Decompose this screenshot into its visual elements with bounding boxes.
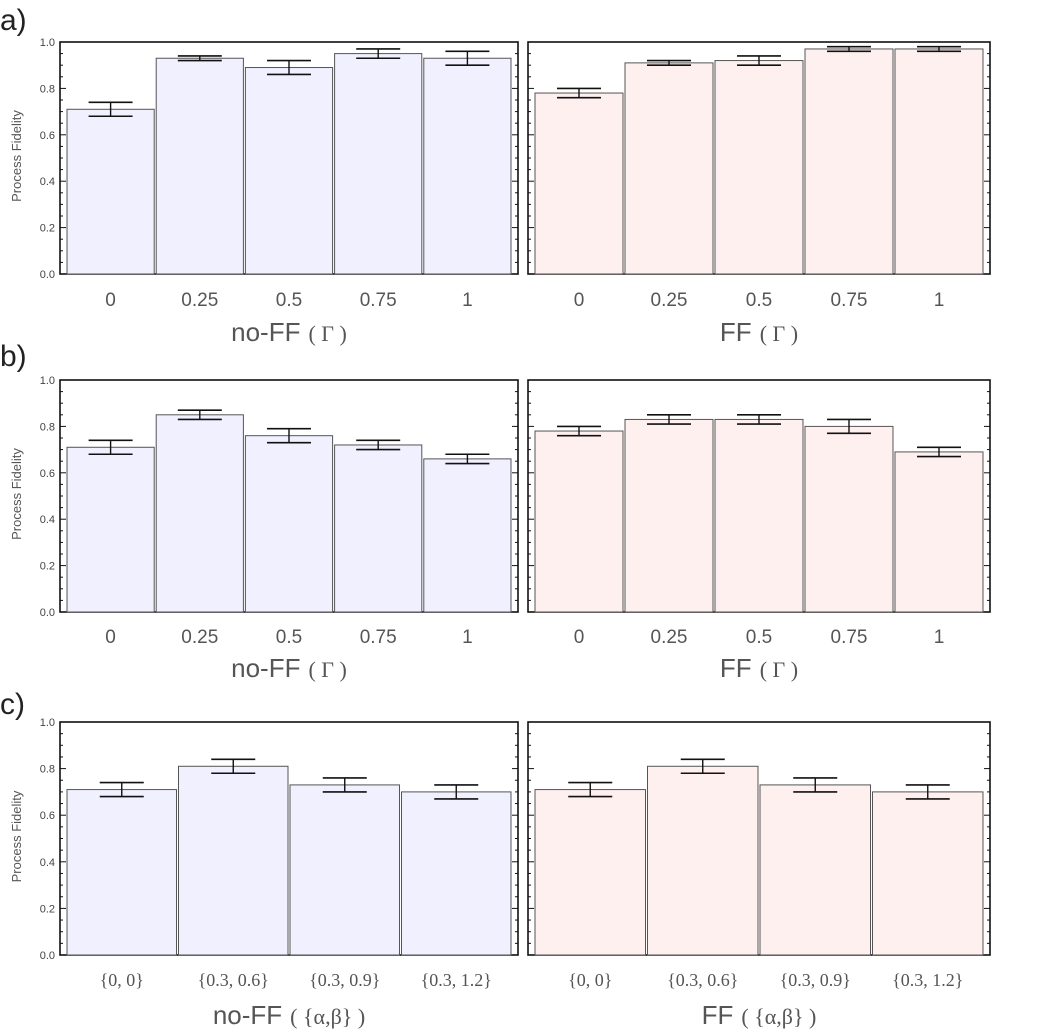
x-tick-label: {0.3, 0.6} xyxy=(198,970,269,990)
bar xyxy=(155,414,244,613)
bar xyxy=(155,57,244,275)
bar xyxy=(66,789,177,956)
x-tick-label: {0.3, 1.2} xyxy=(892,970,963,990)
y-tick-label: 0.4 xyxy=(40,857,55,869)
x-tick-label: 0.75 xyxy=(360,290,397,311)
y-tick-label: 0.6 xyxy=(40,810,55,822)
x-tick-label: {0.3, 1.2} xyxy=(421,970,492,990)
x-axis-title: no-FF ( Γ ) xyxy=(231,317,347,347)
x-tick-label: 0.25 xyxy=(181,290,218,311)
x-axis-title: FF ( Γ ) xyxy=(720,653,798,683)
x-axis-title: no-FF ( {α,β} ) xyxy=(213,1000,365,1030)
bar xyxy=(244,67,334,275)
x-tick-label: 0 xyxy=(574,627,585,648)
bar xyxy=(401,791,512,956)
bar xyxy=(66,446,155,613)
bar xyxy=(334,444,423,613)
y-tick-label: 0.4 xyxy=(40,176,55,188)
x-tick-label: 0.25 xyxy=(651,627,688,648)
x-tick-label: {0, 0} xyxy=(568,970,612,990)
bar xyxy=(714,60,804,275)
panel-label: c) xyxy=(0,688,25,721)
x-tick-label: {0.3, 0.6} xyxy=(667,970,738,990)
x-tick-label: 1 xyxy=(462,627,473,648)
y-tick-label: 0.2 xyxy=(40,561,55,573)
x-axis-title: no-FF ( Γ ) xyxy=(231,653,347,683)
x-tick-label: 0.5 xyxy=(276,627,302,648)
bar xyxy=(872,791,984,956)
bar xyxy=(178,765,289,956)
bar xyxy=(289,784,400,956)
y-tick-label: 0.0 xyxy=(40,269,55,281)
x-axis-title-condition: FF xyxy=(720,317,752,347)
x-tick-label: 1 xyxy=(934,627,945,648)
x-axis-title: FF ( {α,β} ) xyxy=(702,1000,817,1030)
x-axis-title-parameter: ( Γ ) xyxy=(760,321,798,346)
bar xyxy=(534,789,646,956)
y-axis-label: Process Fidelity xyxy=(9,448,24,540)
bar xyxy=(423,57,512,275)
x-tick-label: 0.5 xyxy=(746,290,772,311)
bar xyxy=(534,430,624,613)
x-axis-title-parameter: ( {α,β} ) xyxy=(741,1004,816,1029)
x-tick-label: {0, 0} xyxy=(100,970,144,990)
bar xyxy=(624,62,714,275)
x-tick-label: 0 xyxy=(105,627,116,648)
y-tick-label: 0.0 xyxy=(40,950,55,962)
x-tick-label: 0 xyxy=(574,290,585,311)
x-tick-label: {0.3, 0.9} xyxy=(780,970,851,990)
x-tick-label: 0.25 xyxy=(181,627,218,648)
y-tick-label: 1.0 xyxy=(40,717,55,729)
x-axis-title-parameter: ( {α,β} ) xyxy=(290,1004,365,1029)
y-tick-label: 0.0 xyxy=(40,607,55,619)
y-tick-label: 1.0 xyxy=(40,37,55,49)
bar xyxy=(647,765,759,956)
x-tick-label: 1 xyxy=(934,290,945,311)
y-tick-label: 0.2 xyxy=(40,903,55,915)
y-tick-label: 0.8 xyxy=(40,421,55,433)
bar xyxy=(244,435,334,613)
x-tick-label: 0.75 xyxy=(360,627,397,648)
x-tick-label: 0.75 xyxy=(831,290,868,311)
bar xyxy=(66,108,155,275)
x-axis-title: FF ( Γ ) xyxy=(720,317,798,347)
y-tick-label: 1.0 xyxy=(40,375,55,387)
x-tick-label: 0.75 xyxy=(831,627,868,648)
y-axis-label: Process Fidelity xyxy=(9,790,24,882)
bar xyxy=(334,53,423,275)
x-tick-label: 1 xyxy=(462,290,473,311)
y-tick-label: 0.8 xyxy=(40,764,55,776)
bar xyxy=(714,418,804,613)
x-axis-title-condition: no-FF xyxy=(231,653,300,683)
y-tick-label: 0.8 xyxy=(40,83,55,95)
y-tick-label: 0.6 xyxy=(40,130,55,142)
x-tick-label: 0.25 xyxy=(651,290,688,311)
x-axis-title-parameter: ( Γ ) xyxy=(760,657,798,682)
y-axis-label: Process Fidelity xyxy=(9,110,24,202)
bar xyxy=(423,458,512,613)
x-tick-label: 0.5 xyxy=(276,290,302,311)
y-tick-label: 0.6 xyxy=(40,468,55,480)
bar xyxy=(804,48,894,275)
x-tick-label: {0.3, 0.9} xyxy=(309,970,380,990)
x-axis-title-condition: no-FF xyxy=(213,1000,282,1030)
y-tick-label: 0.4 xyxy=(40,514,55,526)
x-axis-title-condition: FF xyxy=(720,653,752,683)
bar xyxy=(894,48,984,275)
panel-label: b) xyxy=(0,340,27,373)
x-axis-title-condition: FF xyxy=(702,1000,734,1030)
bar xyxy=(804,425,894,613)
y-tick-label: 0.2 xyxy=(40,223,55,235)
x-axis-title-parameter: ( Γ ) xyxy=(308,657,346,682)
x-axis-title-parameter: ( Γ ) xyxy=(308,321,346,346)
x-tick-label: 0.5 xyxy=(746,627,772,648)
bar xyxy=(534,92,624,275)
x-axis-title-condition: no-FF xyxy=(231,317,300,347)
bar xyxy=(624,418,714,613)
x-tick-label: 0 xyxy=(105,290,116,311)
panel-label: a) xyxy=(0,4,27,37)
bar xyxy=(759,784,871,956)
bar xyxy=(894,451,984,613)
